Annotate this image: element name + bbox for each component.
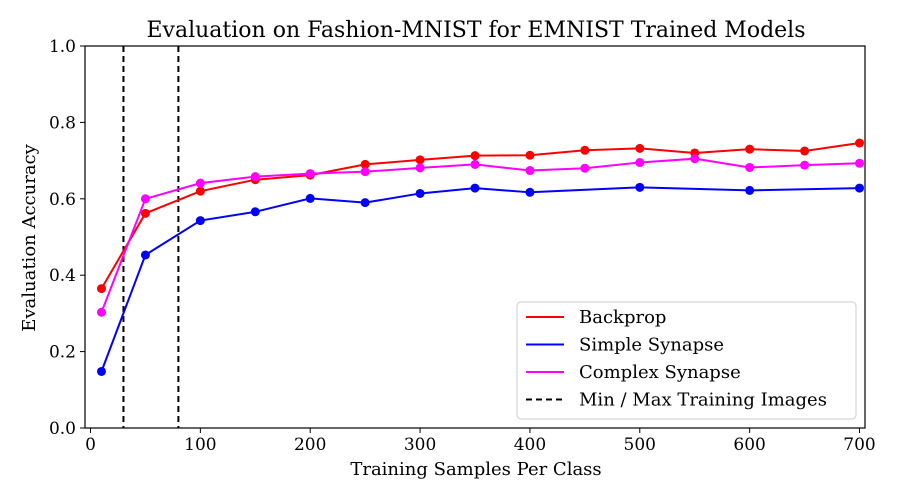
data-point-complex-synapse [855,158,865,168]
x-axis-label: Training Samples Per Class [350,459,601,480]
data-point-backprop [855,138,865,148]
data-point-complex-synapse [96,307,106,317]
data-point-complex-synapse [525,166,535,176]
y-tick-label: 1.0 [49,37,76,57]
data-point-simple-synapse [195,216,205,226]
data-point-complex-synapse [470,159,480,169]
legend-box [516,301,857,420]
data-point-simple-synapse [415,188,425,198]
data-point-complex-synapse [140,194,150,204]
data-point-simple-synapse [470,183,480,193]
data-point-complex-synapse [690,154,700,164]
data-point-complex-synapse [250,172,260,182]
y-tick-label: 0.8 [49,113,76,133]
data-point-simple-synapse [525,187,535,197]
data-point-backprop [140,208,150,218]
x-tick-label: 100 [184,435,216,455]
y-axis-label: Evaluation Accuracy [19,143,40,331]
data-point-complex-synapse [360,167,370,177]
legend-label-backprop: Backprop [579,307,666,328]
data-point-backprop [800,146,810,156]
data-point-complex-synapse [580,163,590,173]
y-tick-label: 0.6 [49,190,76,210]
x-tick-label: 0 [85,435,96,455]
data-point-backprop [635,143,645,153]
x-tick-label: 500 [624,435,656,455]
series-line-simple-synapse [100,186,860,372]
data-point-simple-synapse [745,185,755,195]
data-point-backprop [525,150,535,160]
chart-title: Evaluation on Fashion-MNIST for EMNIST T… [146,18,805,43]
legend-label-min-max-training-images: Min / Max Training Images [579,390,827,411]
data-point-simple-synapse [635,182,645,192]
legend: Backprop Simple Synapse Complex Synapse Min… [516,301,857,420]
data-point-backprop [195,186,205,196]
x-tick-label: 400 [514,435,546,455]
legend-label-simple-synapse: Simple Synapse [579,335,724,356]
data-point-simple-synapse [360,198,370,208]
data-point-backprop [415,155,425,165]
x-tick-label: 200 [294,435,326,455]
series-line-complex-synapse [100,157,860,313]
y-tick-label: 0.4 [49,266,76,286]
axes: 0 100 200 300 400 500 600 700 0.0 0.2 0.4 0.6 0.8 1.0 [49,37,876,455]
data-point-complex-synapse [800,160,810,170]
axes-frame [84,45,866,429]
data-point-complex-synapse [635,158,645,168]
y-tick-label: 0.0 [49,419,76,439]
data-point-simple-synapse [140,250,150,260]
data-point-simple-synapse [96,366,106,376]
data-point-complex-synapse [415,163,425,173]
data-point-complex-synapse [745,162,755,172]
x-tick-label: 300 [404,435,436,455]
x-tick-label: 700 [843,435,875,455]
data-point-simple-synapse [250,207,260,217]
legend-label-complex-synapse: Complex Synapse [579,362,741,383]
x-tick-label: 600 [733,435,765,455]
data-point-backprop [580,145,590,155]
data-point-backprop [470,151,480,161]
data-point-simple-synapse [305,193,315,203]
data-point-backprop [360,159,370,169]
data-point-backprop [745,144,755,154]
data-point-complex-synapse [305,169,315,179]
data-point-simple-synapse [855,183,865,193]
data-point-complex-synapse [195,178,205,188]
y-tick-label: 0.2 [49,343,76,363]
plot-area [96,46,865,428]
data-point-backprop [96,284,106,294]
